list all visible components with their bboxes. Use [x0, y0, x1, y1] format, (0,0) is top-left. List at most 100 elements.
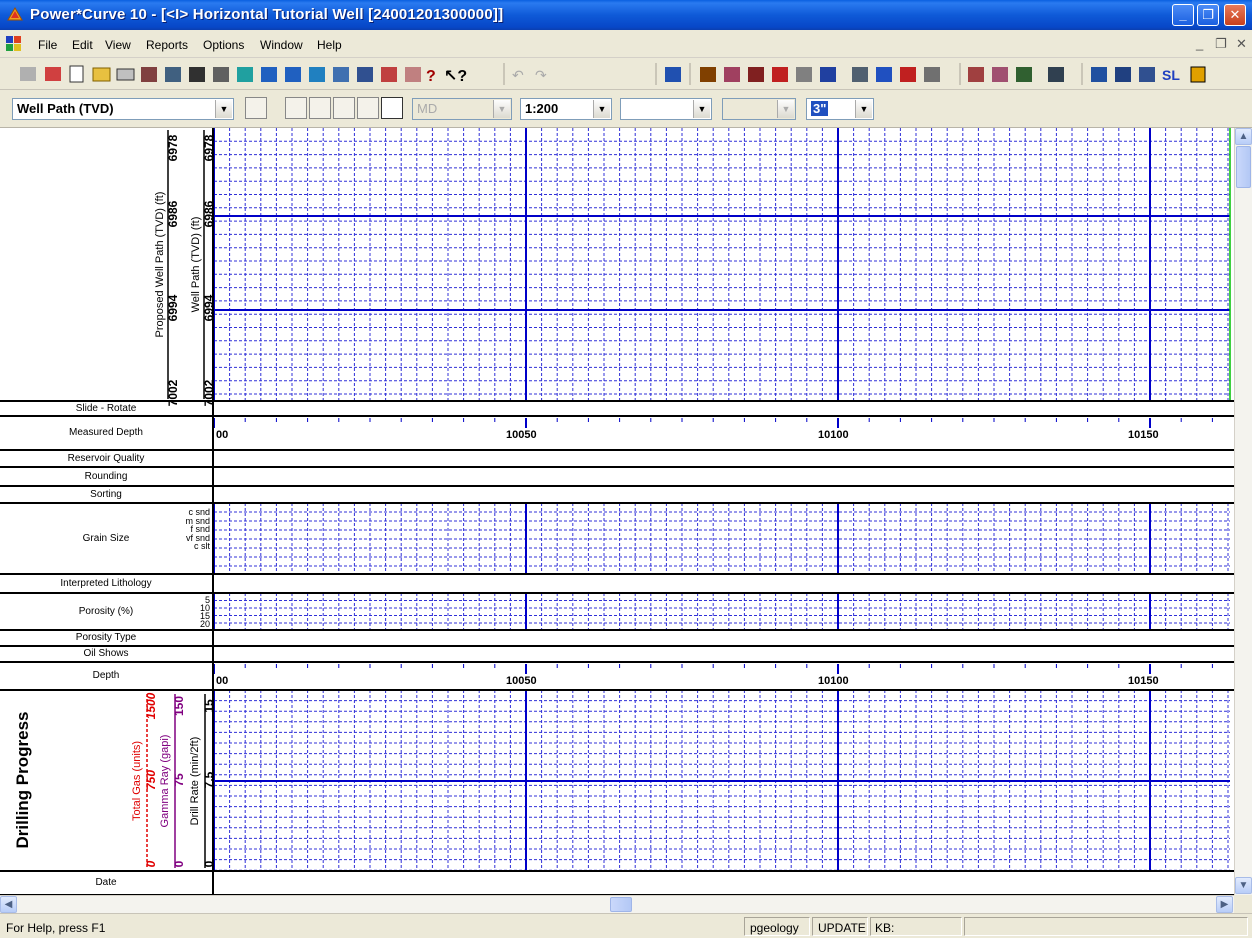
- track-scale: Well Path (TVD) (ft) 6978 6986 6994 7002: [190, 130, 216, 406]
- tb-c5-icon: [796, 67, 812, 82]
- minimize-button[interactable]: _: [1172, 4, 1194, 26]
- porosity-scale-label: 20: [199, 619, 210, 629]
- status-mode: UPDATE: [818, 921, 866, 935]
- menu-file[interactable]: File: [38, 38, 58, 52]
- scale-select-value: 1:200: [525, 101, 559, 116]
- tb-c3-icon: [748, 67, 764, 82]
- scale-select[interactable]: 1:200 ▼: [520, 98, 612, 120]
- track-label: Well Path (TVD) (ft): [190, 217, 202, 313]
- tb-b8-icon: [189, 67, 205, 82]
- grain-size-scale-label: vf snd: [185, 533, 210, 543]
- status-help-text: For Help, press F1: [6, 921, 106, 935]
- tb-d7-icon: [1139, 67, 1155, 82]
- md-select[interactable]: MD ▼: [412, 98, 512, 120]
- mdi-restore-button[interactable]: ❐: [1215, 36, 1227, 51]
- scroll-right-button[interactable]: ▶: [1216, 896, 1233, 913]
- log-canvas[interactable]: 00 10050 10100 10150 00 10050 10100 10150 Propo…: [0, 128, 1234, 896]
- chevron-down-icon: ▼: [855, 100, 872, 118]
- title-bar[interactable]: Power*Curve 10 - [<I> Horizontal Tutoria…: [0, 0, 1252, 30]
- menu-edit[interactable]: Edit: [72, 38, 93, 52]
- status-panel-user: [744, 917, 810, 936]
- minimize-icon: _: [1179, 7, 1187, 22]
- row-label-interpreted-lithology: Interpreted Lithology: [60, 577, 152, 589]
- grain-size-scale-label: f snd: [190, 524, 210, 534]
- track-tick: 6994: [202, 294, 216, 321]
- maximize-button[interactable]: ❐: [1197, 4, 1219, 26]
- vertical-scroll-thumb[interactable]: [1236, 146, 1251, 188]
- drilling-track: Gamma Ray (gapi) 0 75 150: [159, 694, 186, 868]
- status-panel-kb: [870, 917, 962, 936]
- tb-c7-icon: [852, 67, 868, 82]
- row-label-oil-shows: Oil Shows: [83, 648, 129, 659]
- status-panel-extra: [964, 917, 1248, 936]
- scroll-corner: [1234, 895, 1252, 913]
- select-4[interactable]: ▼: [620, 98, 712, 120]
- tool-button-3[interactable]: [309, 97, 331, 119]
- drilling-track-tick: 0: [172, 860, 186, 867]
- scroll-left-button[interactable]: ◀: [0, 896, 17, 913]
- scroll-up-button[interactable]: ▲: [1235, 128, 1252, 145]
- tool-button-5[interactable]: [357, 97, 379, 119]
- close-button[interactable]: ✕: [1224, 4, 1246, 26]
- select-5[interactable]: ▼: [722, 98, 796, 120]
- row-label-porosity-type: Porosity Type: [75, 632, 137, 643]
- toolbar-separators: [503, 63, 1083, 85]
- toolbar-buttons[interactable]: ? ↖? ↶ ↷: [20, 65, 1206, 85]
- porosity-scale-label: 15: [199, 611, 210, 621]
- track-tick: 6978: [202, 134, 216, 161]
- tb-b12-icon: [285, 67, 301, 82]
- status-user: pgeology: [750, 921, 799, 935]
- chevron-down-icon: ▼: [493, 100, 510, 118]
- chevron-up-icon: ▲: [1238, 131, 1249, 142]
- row-label-slide-rotate: Slide - Rotate: [75, 402, 137, 414]
- view-select[interactable]: Well Path (TVD) ▼: [12, 98, 234, 120]
- menu-options[interactable]: Options: [203, 38, 245, 52]
- view-toolbar: Well Path (TVD) ▼ MD ▼ 1:200 ▼ ▼ ▼ 3" ▼: [0, 90, 1252, 128]
- horizontal-scrollbar[interactable]: ◀ ▶: [0, 895, 1234, 913]
- drilling-grid: [213, 690, 1230, 871]
- drilling-track-tick: 750: [144, 770, 158, 790]
- document-icon[interactable]: [6, 36, 22, 52]
- menu-window[interactable]: Window: [260, 38, 303, 52]
- horizontal-scroll-thumb[interactable]: [610, 897, 632, 912]
- track-tick: 6986: [166, 200, 180, 227]
- track-label: Proposed Well Path (TVD) (ft): [154, 192, 166, 338]
- tb-b9-icon: [213, 67, 229, 82]
- tb-b7-icon: [165, 67, 181, 82]
- tb-sl-icon: SL: [1162, 67, 1180, 83]
- drilling-track-label: Gamma Ray (gapi): [159, 735, 171, 828]
- drilling-track-tick: 15: [202, 699, 216, 713]
- maximize-icon: ❐: [1202, 7, 1214, 22]
- menu-view[interactable]: View: [105, 38, 131, 52]
- grain_size-grid: [213, 503, 1230, 574]
- window-title: Power*Curve 10 - [<I> Horizontal Tutoria…: [30, 6, 504, 23]
- tb-c10-icon: [924, 67, 940, 82]
- tool-button-4[interactable]: [333, 97, 355, 119]
- menu-reports[interactable]: Reports: [146, 38, 189, 52]
- md-select-value: MD: [417, 101, 438, 116]
- porosity-scale-label: 10: [199, 603, 210, 613]
- tb-help-icon: ?: [426, 68, 436, 85]
- drilling-progress-title: Drilling Progress: [13, 712, 32, 849]
- spacing-select[interactable]: 3" ▼: [806, 98, 874, 120]
- tool-button-2[interactable]: [285, 97, 307, 119]
- tb-b15-icon: [357, 67, 373, 82]
- depth-label: 00: [216, 429, 228, 441]
- row-label-reservoir-quality: Reservoir Quality: [67, 452, 145, 464]
- vertical-scrollbar[interactable]: ▲ ▼: [1234, 128, 1252, 895]
- tb-d6-icon: [1115, 67, 1131, 82]
- mdi-close-button[interactable]: ✕: [1236, 36, 1247, 51]
- tb-c6-icon: [820, 67, 836, 82]
- track-tick: 7002: [166, 379, 180, 406]
- tb-b14-icon: [333, 67, 349, 82]
- mdi-minimize-button[interactable]: _: [1196, 36, 1204, 51]
- tool-button-1[interactable]: [245, 97, 267, 119]
- tool-button-6[interactable]: [381, 97, 403, 119]
- chevron-down-icon: ▼: [1238, 880, 1249, 891]
- tb-c4-icon: [772, 67, 788, 82]
- scroll-down-button[interactable]: ▼: [1235, 877, 1252, 894]
- menu-help[interactable]: Help: [317, 38, 342, 52]
- grain-size-scale-label: c snd: [188, 507, 210, 517]
